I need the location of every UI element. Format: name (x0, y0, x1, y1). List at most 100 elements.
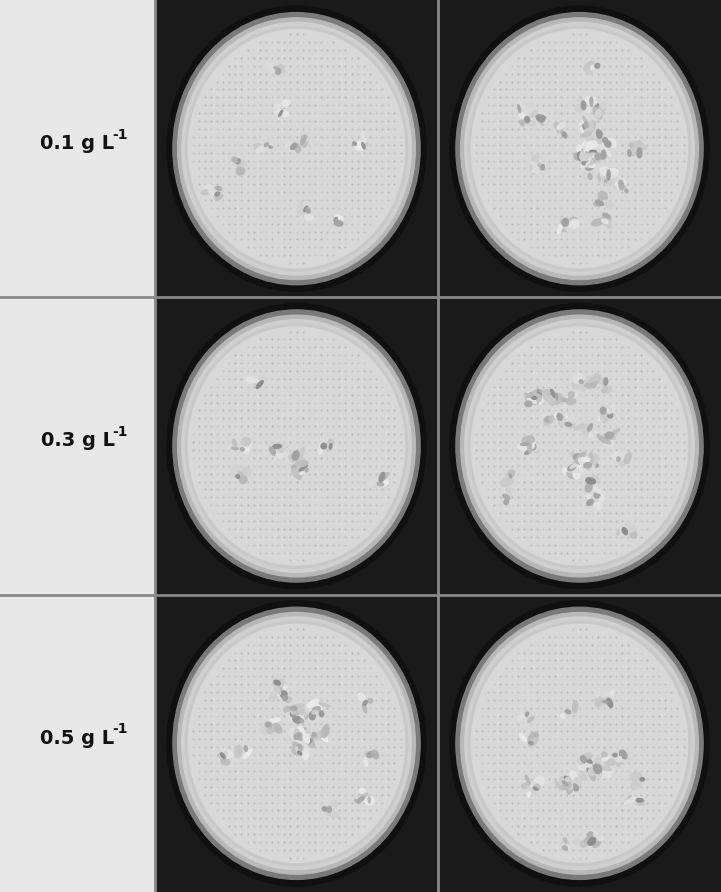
Ellipse shape (594, 101, 598, 109)
Ellipse shape (593, 498, 598, 501)
Ellipse shape (508, 470, 515, 476)
Bar (155, 595, 438, 892)
Ellipse shape (585, 764, 596, 770)
Ellipse shape (218, 753, 224, 758)
Ellipse shape (603, 149, 611, 156)
Ellipse shape (570, 462, 579, 468)
Ellipse shape (309, 712, 315, 720)
Ellipse shape (543, 390, 552, 396)
Ellipse shape (593, 155, 596, 158)
Ellipse shape (173, 607, 420, 880)
Ellipse shape (590, 97, 593, 106)
Ellipse shape (613, 754, 617, 756)
Ellipse shape (577, 468, 590, 474)
Ellipse shape (606, 413, 612, 422)
Ellipse shape (508, 495, 511, 504)
Ellipse shape (326, 811, 339, 818)
Ellipse shape (586, 141, 597, 152)
Ellipse shape (456, 310, 703, 582)
Ellipse shape (608, 434, 615, 439)
Ellipse shape (319, 711, 324, 717)
Ellipse shape (177, 315, 415, 577)
Ellipse shape (625, 523, 634, 532)
Ellipse shape (579, 146, 583, 148)
Ellipse shape (636, 798, 643, 802)
Ellipse shape (528, 103, 531, 107)
Ellipse shape (521, 719, 530, 725)
Ellipse shape (596, 137, 601, 144)
Ellipse shape (305, 468, 308, 472)
Ellipse shape (308, 739, 314, 747)
Ellipse shape (573, 454, 582, 460)
Ellipse shape (602, 407, 609, 412)
Ellipse shape (559, 227, 566, 232)
Ellipse shape (362, 132, 366, 143)
Ellipse shape (586, 153, 593, 160)
Ellipse shape (564, 838, 567, 843)
Ellipse shape (601, 407, 606, 414)
Ellipse shape (585, 462, 591, 466)
Ellipse shape (605, 691, 611, 696)
Ellipse shape (260, 136, 268, 144)
Ellipse shape (331, 800, 337, 806)
Ellipse shape (603, 767, 614, 776)
Ellipse shape (450, 600, 709, 886)
Ellipse shape (235, 745, 242, 757)
Ellipse shape (562, 780, 570, 787)
Ellipse shape (304, 214, 313, 220)
Ellipse shape (611, 429, 620, 435)
Ellipse shape (201, 189, 214, 194)
Ellipse shape (273, 444, 281, 449)
Ellipse shape (568, 465, 576, 470)
Ellipse shape (601, 438, 611, 444)
Ellipse shape (276, 69, 280, 74)
Ellipse shape (603, 141, 614, 147)
Ellipse shape (270, 447, 275, 455)
Ellipse shape (635, 145, 640, 153)
Ellipse shape (580, 469, 583, 472)
Ellipse shape (594, 502, 602, 509)
Ellipse shape (521, 783, 529, 789)
Ellipse shape (603, 138, 616, 145)
Ellipse shape (580, 460, 585, 467)
Ellipse shape (520, 734, 526, 741)
Ellipse shape (578, 459, 582, 467)
Ellipse shape (585, 122, 588, 128)
Ellipse shape (544, 418, 549, 422)
Ellipse shape (616, 756, 622, 762)
Ellipse shape (584, 173, 590, 179)
Ellipse shape (587, 833, 592, 838)
Ellipse shape (568, 392, 575, 398)
Ellipse shape (239, 476, 247, 483)
Ellipse shape (590, 829, 599, 839)
Ellipse shape (333, 801, 338, 805)
Ellipse shape (173, 12, 420, 285)
Ellipse shape (537, 390, 540, 395)
Ellipse shape (591, 771, 596, 773)
Ellipse shape (298, 720, 302, 723)
Ellipse shape (588, 433, 593, 437)
Ellipse shape (240, 163, 247, 173)
Ellipse shape (553, 397, 559, 403)
Ellipse shape (465, 319, 694, 573)
Ellipse shape (607, 698, 613, 707)
Ellipse shape (364, 758, 368, 766)
Ellipse shape (279, 110, 283, 116)
Ellipse shape (276, 685, 282, 692)
Ellipse shape (221, 758, 230, 765)
Ellipse shape (585, 125, 589, 129)
Ellipse shape (581, 459, 594, 466)
Ellipse shape (536, 117, 544, 122)
Ellipse shape (518, 104, 521, 112)
Ellipse shape (530, 394, 541, 403)
Ellipse shape (301, 208, 308, 216)
Ellipse shape (367, 752, 373, 757)
Ellipse shape (596, 170, 601, 182)
Ellipse shape (274, 684, 280, 694)
Text: 0.3 g L: 0.3 g L (40, 432, 115, 450)
Ellipse shape (585, 96, 597, 105)
Ellipse shape (600, 403, 612, 414)
Ellipse shape (372, 751, 379, 759)
Ellipse shape (528, 732, 538, 744)
Ellipse shape (632, 784, 636, 789)
